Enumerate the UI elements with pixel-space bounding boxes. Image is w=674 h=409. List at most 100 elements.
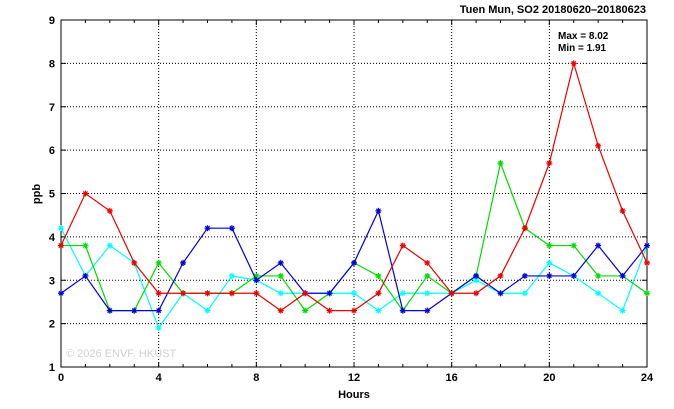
data-point [302, 307, 309, 314]
marker-stroke [375, 208, 381, 214]
data-point [497, 160, 504, 167]
data-point [131, 259, 138, 266]
marker-stroke [278, 290, 284, 296]
marker-stroke [131, 308, 137, 314]
data-point [155, 290, 162, 297]
data-point [277, 307, 284, 314]
marker-stroke [204, 290, 211, 296]
y-tick-label: 9 [49, 15, 55, 27]
copyright-watermark: © 2026 ENVF, HKUST [66, 348, 176, 360]
marker-stroke [204, 308, 211, 314]
data-point [399, 242, 406, 249]
data-point [180, 290, 187, 297]
marker-stroke [595, 143, 601, 149]
gridlines [61, 20, 647, 367]
x-axis-title: Hours [338, 389, 370, 401]
data-point [595, 142, 602, 149]
series-line [60, 61, 648, 312]
marker-stroke [497, 273, 504, 279]
marker-stroke [546, 260, 552, 266]
marker-stroke [522, 290, 528, 296]
data-point [375, 207, 382, 214]
marker-stroke [375, 290, 381, 296]
data-point [58, 242, 64, 249]
marker-stroke [58, 225, 64, 231]
y-tick-label: 4 [49, 232, 56, 244]
marker-stroke [351, 290, 357, 296]
data-point [253, 290, 260, 297]
marker-stroke [400, 290, 406, 296]
marker-stroke [82, 243, 88, 249]
data-point [497, 272, 504, 279]
marker-stroke [156, 290, 162, 296]
marker-stroke [327, 308, 333, 314]
data-point [228, 272, 235, 279]
marker-stroke [473, 273, 479, 279]
data-point [644, 242, 650, 249]
marker-stroke [351, 308, 357, 314]
marker-stroke [546, 160, 552, 166]
marker-stroke [571, 243, 577, 249]
marker-stroke [156, 260, 162, 266]
marker-stroke [229, 225, 235, 231]
data-point [204, 307, 211, 314]
marker-stroke [620, 208, 626, 214]
data-point [399, 290, 406, 297]
marker-stroke [229, 273, 235, 279]
marker-stroke [522, 273, 528, 279]
data-point [326, 290, 333, 297]
data-point [546, 272, 553, 279]
data-point [595, 272, 602, 279]
data-point [351, 290, 357, 297]
marker-stroke [278, 308, 284, 314]
x-tick-label: 20 [543, 372, 555, 384]
marker-stroke [546, 243, 552, 249]
marker-stroke [107, 308, 113, 314]
x-tick-label: 8 [253, 372, 259, 384]
data-point [473, 290, 480, 297]
series-4 [58, 60, 650, 314]
marker-stroke [351, 260, 357, 266]
marker-stroke [424, 273, 430, 279]
data-point [424, 259, 431, 266]
data-point [424, 290, 431, 297]
marker-stroke [82, 190, 88, 197]
marker-stroke [302, 308, 308, 314]
data-point [228, 225, 235, 232]
marker-stroke [58, 243, 64, 249]
marker-stroke [595, 243, 601, 249]
marker-stroke [644, 243, 650, 249]
marker-stroke [229, 290, 235, 296]
data-point [106, 242, 113, 249]
marker-stroke [375, 273, 381, 279]
data-point [448, 290, 455, 297]
data-point [302, 290, 309, 297]
data-point [131, 307, 138, 314]
marker-stroke [473, 290, 479, 296]
marker-stroke [107, 243, 113, 249]
marker-stroke [449, 290, 455, 296]
data-point [106, 307, 113, 314]
data-point [546, 160, 553, 167]
x-tick-label: 0 [58, 372, 64, 384]
series-3 [58, 207, 650, 314]
data-point [375, 290, 382, 297]
data-point [277, 290, 284, 297]
y-tick-label: 8 [49, 58, 55, 70]
data-point [375, 272, 382, 279]
x-tick-label: 24 [641, 372, 654, 384]
marker-stroke [107, 208, 113, 214]
data-point [58, 290, 64, 297]
marker-stroke [644, 260, 650, 266]
marker-stroke [302, 290, 308, 296]
data-point [644, 290, 650, 297]
data-point [424, 307, 431, 314]
y-tick-label: 6 [49, 145, 55, 157]
marker-stroke [156, 325, 162, 331]
data-point [546, 259, 553, 266]
data-point [521, 290, 528, 297]
data-point [204, 290, 211, 297]
data-point [228, 290, 235, 297]
